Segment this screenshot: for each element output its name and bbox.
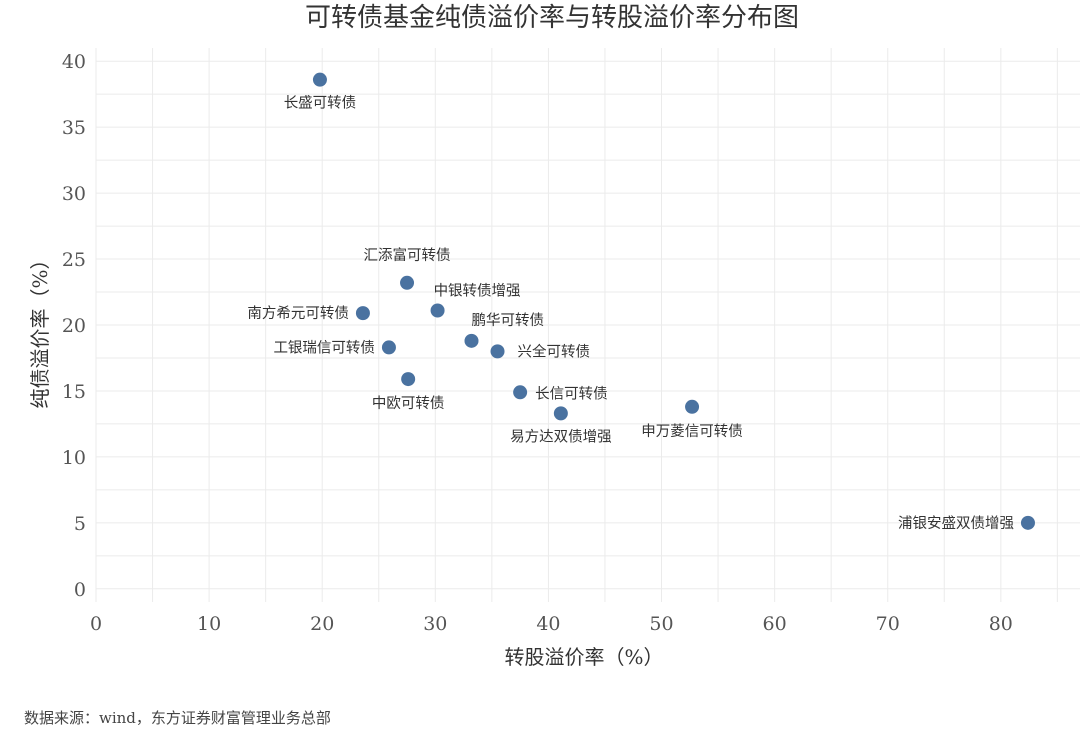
y-tick-label: 20 bbox=[62, 315, 86, 337]
chart-title: 可转债基金纯债溢价率与转股溢价率分布图 bbox=[305, 3, 799, 33]
data-point bbox=[430, 303, 445, 318]
data-point bbox=[1020, 515, 1035, 530]
data-label: 长盛可转债 bbox=[284, 95, 357, 112]
grid bbox=[95, 48, 1080, 602]
data-point bbox=[355, 306, 370, 321]
x-tick-label: 10 bbox=[197, 613, 221, 635]
x-tick-label: 40 bbox=[536, 613, 560, 635]
y-tick-label: 30 bbox=[62, 183, 86, 205]
x-tick-label: 50 bbox=[649, 613, 673, 635]
data-point bbox=[513, 385, 528, 400]
data-label: 南方希元可转债 bbox=[247, 305, 349, 322]
data-point bbox=[553, 406, 568, 421]
data-label: 兴全可转债 bbox=[518, 342, 591, 360]
data-label: 易方达双债增强 bbox=[510, 428, 612, 445]
y-tick-label: 15 bbox=[62, 381, 86, 403]
data-label: 申万菱信可转债 bbox=[641, 423, 743, 440]
data-label: 中欧可转债 bbox=[372, 395, 445, 412]
x-tick-label: 60 bbox=[763, 613, 787, 635]
data-point bbox=[312, 72, 327, 87]
data-points bbox=[312, 72, 1035, 530]
data-label: 鹏华可转债 bbox=[472, 312, 544, 329]
data-point bbox=[401, 372, 416, 387]
y-axis-title: 纯债溢价率（%） bbox=[28, 249, 52, 408]
x-axis-title: 转股溢价率（%） bbox=[504, 645, 663, 669]
y-tick-label: 35 bbox=[62, 117, 86, 139]
y-tick-label: 5 bbox=[74, 513, 86, 535]
data-point bbox=[400, 275, 415, 290]
y-tick-label: 0 bbox=[74, 579, 86, 601]
data-point bbox=[490, 344, 505, 359]
y-tick-label: 40 bbox=[62, 51, 86, 73]
x-tick-label: 30 bbox=[423, 613, 447, 635]
x-tick-label: 80 bbox=[989, 613, 1013, 635]
x-tick-label: 70 bbox=[876, 613, 900, 635]
data-label: 中银转债增强 bbox=[434, 282, 521, 299]
source-note: 数据来源：wind，东方证券财富管理业务总部 bbox=[24, 709, 331, 727]
y-tick-label: 10 bbox=[62, 447, 86, 469]
data-point bbox=[464, 333, 479, 348]
x-tick-label: 0 bbox=[90, 613, 102, 635]
x-tick-label: 20 bbox=[310, 613, 334, 635]
axis-ticks: 0 10 20 30 40 50 60 70 80 0 5 10 15 20 25 30 35 40 bbox=[62, 51, 1013, 635]
data-label: 浦银安盛双债增强 bbox=[898, 515, 1014, 532]
data-label: 汇添富可转债 bbox=[364, 246, 451, 264]
data-label: 工银瑞信可转债 bbox=[273, 339, 375, 356]
data-point bbox=[685, 399, 700, 414]
data-point bbox=[381, 340, 396, 355]
data-label: 长信可转债 bbox=[535, 385, 608, 402]
y-tick-label: 25 bbox=[62, 249, 86, 271]
